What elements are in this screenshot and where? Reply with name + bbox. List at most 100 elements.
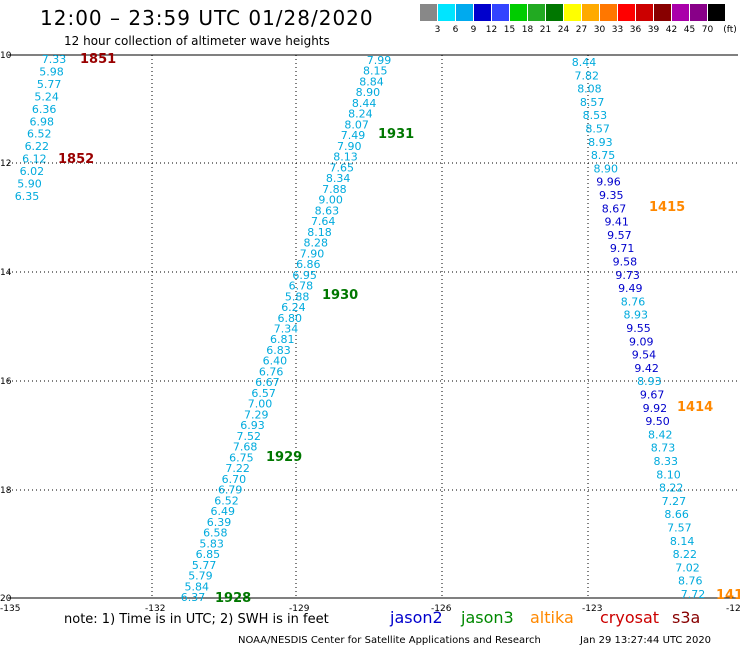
pass-time-label: 1930 xyxy=(322,288,358,303)
wave-height-value: 9.49 xyxy=(618,282,643,295)
lon-label: -129 xyxy=(289,604,310,614)
wave-height-value: 9.41 xyxy=(604,216,629,229)
wave-height-value: 9.35 xyxy=(599,189,624,202)
lon-label: -12 xyxy=(726,604,740,614)
wave-height-value: 6.57 xyxy=(251,387,276,400)
lat-label: 16 xyxy=(0,377,12,387)
wave-height-value: 8.57 xyxy=(580,96,605,109)
wave-height-value: 6.80 xyxy=(277,312,302,325)
wave-height-value: 6.58 xyxy=(203,527,228,540)
wave-height-value: 8.18 xyxy=(307,226,332,239)
wave-height-value: 6.70 xyxy=(222,473,247,486)
wave-height-value: 7.88 xyxy=(322,183,347,196)
wave-height-value: 9.42 xyxy=(634,362,659,375)
scale-label: 70 xyxy=(701,25,714,35)
pass-time-label: 1415 xyxy=(649,200,685,215)
wave-height-value: 8.22 xyxy=(659,482,684,495)
scale-swatch xyxy=(438,4,455,21)
wave-height-value: 7.34 xyxy=(274,323,299,336)
scale-label: 39 xyxy=(647,25,660,35)
scale-label: 27 xyxy=(575,25,588,35)
wave-height-value: 6.79 xyxy=(218,484,243,497)
wave-height-value: 6.86 xyxy=(296,258,321,271)
wave-height-value: 7.64 xyxy=(311,215,336,228)
wave-height-value: 8.90 xyxy=(356,86,381,99)
wave-height-value: 8.67 xyxy=(602,202,627,215)
wave-height-value: 8.93 xyxy=(624,309,649,322)
wave-height-value: 6.49 xyxy=(211,505,236,518)
pass-time-label: 1852 xyxy=(58,152,94,167)
wave-height-value: 8.84 xyxy=(359,75,384,88)
wave-height-value: 8.93 xyxy=(588,136,613,149)
legend-cryosat: cryosat xyxy=(600,608,660,627)
scale-swatch xyxy=(492,4,509,21)
wave-height-value: 8.44 xyxy=(572,56,597,69)
wave-height-value: 9.92 xyxy=(643,402,668,415)
scale-swatch xyxy=(690,4,707,21)
wave-height-value: 8.53 xyxy=(583,109,608,122)
wave-height-value: 8.28 xyxy=(304,237,329,250)
wave-height-value: 7.90 xyxy=(300,247,325,260)
scale-swatch xyxy=(618,4,635,21)
scale-label: 33 xyxy=(611,25,624,35)
wave-height-value: 7.90 xyxy=(337,140,362,153)
credit-timestamp: Jan 29 13:27:44 UTC 2020 xyxy=(580,635,712,646)
wave-height-value: 5.88 xyxy=(285,290,310,303)
wave-height-value: 9.54 xyxy=(632,349,657,362)
scale-label: 30 xyxy=(593,25,606,35)
wave-height-value: 7.00 xyxy=(248,398,273,411)
wave-height-value: 6.12 xyxy=(22,153,47,166)
footer-note: note: 1) Time is in UTC; 2) SWH is in fe… xyxy=(64,612,329,627)
wave-height-value: 8.13 xyxy=(333,151,358,164)
legend-altika: altika xyxy=(530,608,574,627)
pass-time-label: 1851 xyxy=(80,52,116,67)
wave-height-value: 7.33 xyxy=(42,53,67,66)
wave-height-value: 9.67 xyxy=(640,389,665,402)
pass-time-label: 1928 xyxy=(215,591,251,606)
scale-label: 24 xyxy=(557,25,570,35)
wave-height-value: 6.52 xyxy=(214,494,239,507)
scale-label: 3 xyxy=(434,25,441,35)
scale-label: 36 xyxy=(629,25,642,35)
wave-height-value: 9.55 xyxy=(626,322,651,335)
wave-height-value: 6.76 xyxy=(259,365,284,378)
wave-height-value: 9.09 xyxy=(629,335,654,348)
wave-height-value: 7.02 xyxy=(675,561,700,574)
scale-label: 45 xyxy=(683,25,696,35)
wave-height-value: 8.90 xyxy=(594,162,619,175)
wave-height-value: 5.98 xyxy=(39,65,64,78)
wave-height-value: 8.76 xyxy=(621,295,646,308)
wave-height-value: 6.37 xyxy=(181,591,206,604)
wave-height-value: 6.93 xyxy=(240,419,265,432)
wave-height-value: 5.84 xyxy=(184,580,209,593)
lat-label: 20 xyxy=(0,594,12,604)
pass-time-label: 1931 xyxy=(378,127,414,142)
wave-height-value: 6.75 xyxy=(229,451,254,464)
wave-height-value: 6.52 xyxy=(27,128,52,141)
wave-height-value: 6.98 xyxy=(29,115,54,128)
wave-height-value: 8.22 xyxy=(673,548,698,561)
pass-time-label: 1929 xyxy=(266,450,302,465)
wave-height-value: 8.08 xyxy=(577,83,602,96)
wave-height-value: 7.82 xyxy=(574,69,599,82)
scale-label: 9 xyxy=(470,25,477,35)
wave-height-value: 8.14 xyxy=(670,535,695,548)
scale-swatch xyxy=(600,4,617,21)
scale-swatch xyxy=(654,4,671,21)
scale-swatch xyxy=(708,4,725,21)
credit-text: NOAA/NESDIS Center for Satellite Applica… xyxy=(238,635,541,646)
lat-label: 14 xyxy=(0,268,12,278)
wave-height-value: 8.73 xyxy=(651,442,676,455)
lat-label: 12 xyxy=(0,159,11,169)
wave-height-value: 6.83 xyxy=(266,344,291,357)
page-subtitle: 12 hour collection of altimeter wave hei… xyxy=(64,34,330,48)
wave-height-value: 8.07 xyxy=(344,118,369,131)
scale-label: 15 xyxy=(503,25,516,35)
scale-label: 6 xyxy=(452,25,459,35)
legend-jason3: jason3 xyxy=(461,608,514,627)
wave-height-value: 6.78 xyxy=(289,280,314,293)
wave-height-value: 9.50 xyxy=(645,415,670,428)
wave-height-value: 8.42 xyxy=(648,428,673,441)
scale-label: 18 xyxy=(521,25,534,35)
wave-height-value: 9.58 xyxy=(613,256,638,269)
